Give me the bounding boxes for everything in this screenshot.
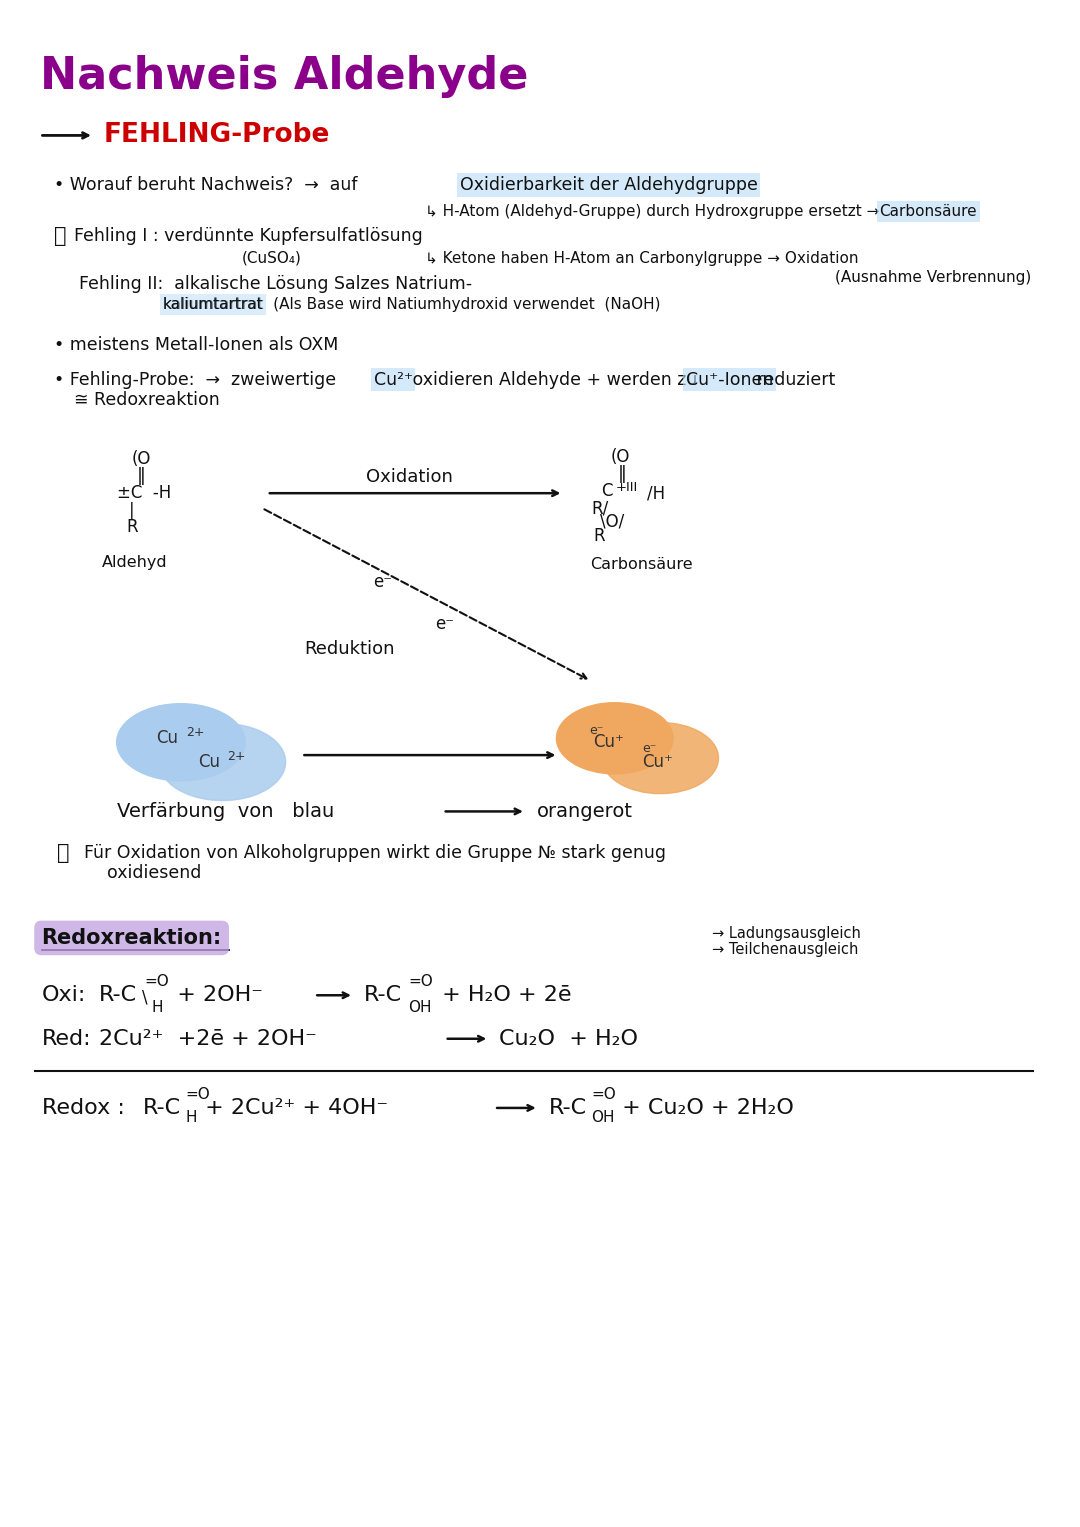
Text: orangerot: orangerot [537,802,633,822]
Text: C: C [600,483,612,501]
Text: ±C  -H: ±C -H [117,484,171,502]
Text: Redox :: Redox : [41,1098,124,1118]
Text: R-C: R-C [549,1098,586,1118]
Text: → Teilchenausgleich: → Teilchenausgleich [712,942,858,957]
Text: + 2OH⁻: + 2OH⁻ [163,985,264,1005]
Text: FEHLING-Probe: FEHLING-Probe [104,122,330,148]
Text: e⁻: e⁻ [435,615,454,632]
Text: H: H [151,1000,163,1014]
Text: + H₂O + 2ē: + H₂O + 2ē [435,985,571,1005]
Text: Carbonsäure: Carbonsäure [590,557,692,571]
Text: ≅ Redoxreaktion: ≅ Redoxreaktion [75,391,220,409]
Ellipse shape [556,702,673,774]
Text: e⁻: e⁻ [643,742,657,754]
Text: Cu: Cu [198,753,219,771]
Text: Carbonsäure: Carbonsäure [879,205,977,218]
Ellipse shape [117,704,245,780]
Text: /H: /H [647,484,665,502]
Ellipse shape [159,724,285,800]
Text: 2Cu²⁺  +2ē + 2OH⁻: 2Cu²⁺ +2ē + 2OH⁻ [99,1029,316,1049]
Text: |: | [129,502,134,521]
Text: +III: +III [616,481,638,493]
Text: Oxidierbarkeit der Aldehydgruppe: Oxidierbarkeit der Aldehydgruppe [460,176,757,194]
Text: Aldehyd: Aldehyd [102,554,167,570]
Text: kaliumtartrat: kaliumtartrat [163,296,264,312]
Text: + Cu₂O + 2H₂O: + Cu₂O + 2H₂O [615,1098,794,1118]
Text: =O: =O [591,1087,616,1101]
Text: ↳ Ketone haben H-Atom an Carbonylgruppe → Oxidation: ↳ Ketone haben H-Atom an Carbonylgruppe … [426,252,859,266]
Text: 💡: 💡 [57,843,70,863]
Text: OH: OH [591,1110,615,1125]
Text: Fehling II:  alkalische Lösung Salzes Natrium-: Fehling II: alkalische Lösung Salzes Nat… [79,275,472,293]
Text: reduziert: reduziert [751,371,836,388]
Text: Nachweis Aldehyde: Nachweis Aldehyde [40,55,528,98]
Text: Cu⁺-Ionen: Cu⁺-Ionen [686,371,773,388]
Text: Oxi:: Oxi: [41,985,86,1005]
Text: Cu: Cu [157,730,178,747]
Text: Cu⁺: Cu⁺ [593,733,624,751]
Text: (Ausnahme Verbrennung): (Ausnahme Verbrennung) [835,270,1031,286]
Text: → Ladungsausgleich: → Ladungsausgleich [712,927,861,942]
Text: H: H [186,1110,198,1125]
Text: oxidieren Aldehyde + werden zu: oxidieren Aldehyde + werden zu [407,371,703,388]
Text: (O: (O [132,449,151,467]
Text: R-C: R-C [144,1098,181,1118]
Text: Cu²⁺: Cu²⁺ [374,371,413,388]
Text: Redoxreaktion:: Redoxreaktion: [41,928,221,948]
Text: R-C: R-C [99,985,137,1005]
Text: 2+: 2+ [227,750,246,762]
Text: Red:: Red: [41,1029,91,1049]
Text: e⁻: e⁻ [589,724,604,738]
Text: =O: =O [145,974,170,989]
Text: + 2Cu²⁺ + 4OH⁻: + 2Cu²⁺ + 4OH⁻ [198,1098,388,1118]
Text: Fehling I : verdünnte Kupfersulfatlösung: Fehling I : verdünnte Kupfersulfatlösung [75,228,423,246]
Text: =O: =O [408,974,433,989]
Text: e⁻: e⁻ [374,573,393,591]
Text: • meistens Metall-Ionen als OXM: • meistens Metall-Ionen als OXM [54,336,339,354]
Text: =O: =O [186,1087,211,1101]
Text: (O: (O [611,447,630,466]
Text: R: R [593,527,605,545]
Text: 💡: 💡 [54,226,67,246]
Text: Verfärbung  von   blau: Verfärbung von blau [117,802,334,822]
Ellipse shape [602,722,718,794]
Text: \O/: \O/ [599,513,624,531]
Text: • Worauf beruht Nachweis?  →  auf: • Worauf beruht Nachweis? → auf [54,176,363,194]
Text: oxidiesend: oxidiesend [107,864,201,881]
Text: kaliumtartrat  (Als Base wird Natiumhydroxid verwendet  (NaOH): kaliumtartrat (Als Base wird Natiumhydro… [163,296,661,312]
Text: ↳ H-Atom (Aldehyd-Gruppe) durch Hydroxgruppe ersetzt →: ↳ H-Atom (Aldehyd-Gruppe) durch Hydroxgr… [426,205,885,218]
Text: ‖: ‖ [618,466,626,484]
Text: Für Oxidation von Alkoholgruppen wirkt die Gruppe № stark genug: Für Oxidation von Alkoholgruppen wirkt d… [84,844,666,861]
Text: OH: OH [408,1000,432,1014]
Text: Reduktion: Reduktion [305,640,395,658]
Text: Cu⁺: Cu⁺ [643,753,673,771]
Text: 2+: 2+ [186,725,204,739]
Text: R/: R/ [591,499,608,518]
Text: R: R [126,518,138,536]
Text: Oxidation: Oxidation [366,469,453,487]
Text: ‖: ‖ [136,467,146,486]
Text: Cu₂O  + H₂O: Cu₂O + H₂O [499,1029,638,1049]
Text: (CuSO₄): (CuSO₄) [242,250,302,266]
Text: R-C: R-C [364,985,402,1005]
Text: \: \ [143,988,148,1006]
Text: • Fehling-Probe:  →  zweiwertige: • Fehling-Probe: → zweiwertige [54,371,342,388]
